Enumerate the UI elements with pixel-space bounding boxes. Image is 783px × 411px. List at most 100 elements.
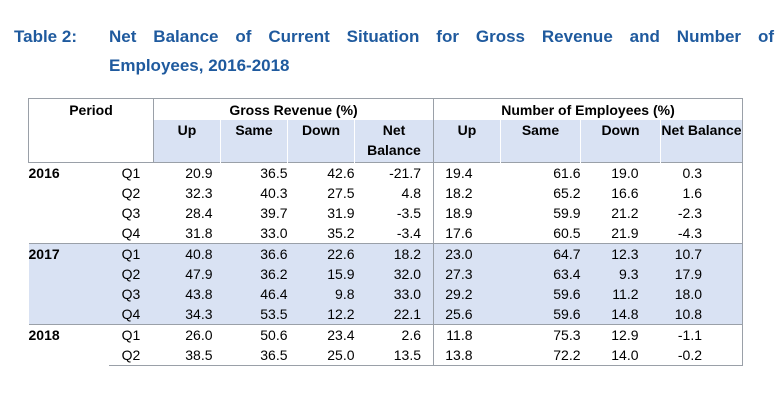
value-cell: -3.5 (354, 203, 434, 223)
col-header-same: Same (500, 120, 581, 163)
value-cell: 29.2 (433, 284, 501, 304)
quarter-cell: Q4 (121, 225, 141, 241)
value-cell: 36.5 (220, 162, 288, 183)
header-row-groups: Period Gross Revenue (%) Number of Emplo… (28, 98, 743, 163)
value-cell: 40.8 (153, 243, 221, 264)
value-cell: 21.9 (611, 225, 639, 241)
value-cell: 2.6 (354, 324, 434, 345)
value-cell: 23.0 (433, 243, 501, 264)
value-cell: -0.2 (660, 345, 743, 366)
col-header-up: Up (153, 120, 221, 163)
value-cell: 46.4 (220, 284, 288, 304)
value-cell: 14.8 (580, 304, 661, 325)
value-cell: 47.9 (153, 264, 221, 284)
table-row: Q4 31.8 33.0 35.2 -3.4 17.6 60.5 21.9 -4.3 (29, 223, 743, 244)
value-cell: 59.9 (553, 205, 581, 221)
value-cell: 1.6 (660, 183, 743, 203)
value-cell: 31.9 (327, 205, 355, 221)
value-cell: 42.6 (287, 162, 355, 183)
value-cell: 25.0 (287, 345, 355, 366)
col-header-same: Same (220, 120, 288, 163)
value-cell: 10.8 (660, 304, 743, 325)
value-cell: 38.5 (153, 345, 221, 366)
year-block-2017: 2017 Q1 40.8 36.6 22.6 18.2 23.0 64.7 12.3 10.7 Q2… (28, 243, 743, 325)
year-cell: 2016 (28, 162, 109, 244)
table-row: Q2 47.9 36.2 15.9 32.0 27.3 63.4 9.3 17.9 (29, 264, 743, 284)
table-row: 2018 Q1 26.0 50.6 23.4 2.6 11.8 75.3 12.9 -1.1 (28, 324, 743, 366)
table-row: Q3 43.8 46.4 9.8 33.0 29.2 59.6 11.2 18.0 (29, 284, 743, 304)
quarter-cell: Q1 (108, 243, 154, 264)
value-cell: 14.0 (580, 345, 661, 366)
col-header-down: Down (580, 120, 661, 163)
table-row: Q4 34.3 53.5 12.2 22.1 25.6 59.6 14.8 10.8 (29, 304, 743, 325)
table-row: Q3 28.4 39.7 31.9 -3.5 18.9 59.9 21.2 -2.3 (29, 203, 743, 223)
value-cell: 22.6 (287, 243, 355, 264)
year-block-2018: 2018 Q1 26.0 50.6 23.4 2.6 11.8 75.3 12.9 -1.1 Q2 3… (28, 324, 743, 366)
value-cell: 11.2 (580, 284, 661, 304)
value-cell: 22.1 (354, 304, 434, 325)
value-cell: 59.6 (500, 304, 581, 325)
value-cell: 39.7 (260, 205, 288, 221)
table-row: Q2 32.3 40.3 27.5 4.8 18.2 65.2 16.6 1.6 (29, 183, 743, 203)
value-cell: 12.9 (580, 324, 661, 345)
value-cell: 26.0 (153, 324, 221, 345)
value-cell: 4.8 (354, 183, 434, 203)
value-cell: 33.0 (354, 284, 434, 304)
value-cell: 18.2 (354, 243, 434, 264)
col-header-net-balance: Net Balance (660, 120, 743, 163)
value-cell: 63.4 (500, 264, 581, 284)
value-cell: 19.4 (433, 162, 501, 183)
year-cell: 2018 (28, 324, 109, 366)
col-header-net-balance: Net Balance (354, 120, 434, 163)
quarter-cell: Q3 (121, 205, 141, 221)
value-cell: -4.3 (660, 223, 743, 244)
value-cell: 9.3 (580, 264, 661, 284)
data-table: Period Gross Revenue (%) Number of Emplo… (28, 98, 743, 366)
year-block-2016: 2016 Q1 20.9 36.5 42.6 -21.7 19.4 61.6 19.0 0.3 Q2… (28, 162, 743, 244)
col-header-up: Up (433, 120, 501, 163)
value-cell: 72.2 (500, 345, 581, 366)
quarter-cell: Q3 (108, 284, 154, 304)
value-cell: 12.2 (287, 304, 355, 325)
value-cell: -2.3 (660, 203, 743, 223)
table-row: Q2 38.5 36.5 25.0 13.5 13.8 72.2 14.0 -0.2 (29, 345, 743, 366)
value-cell: 21.2 (611, 205, 639, 221)
value-cell: 18.2 (445, 185, 473, 201)
value-cell: 27.5 (327, 185, 355, 201)
value-cell: 23.4 (287, 324, 355, 345)
table-row: 2017 Q1 40.8 36.6 22.6 18.2 23.0 64.7 12.3 10.7 (28, 243, 743, 325)
gross-revenue-header: Gross Revenue (%) (153, 98, 434, 120)
quarter-cell: Q2 (108, 345, 154, 366)
value-cell: 34.3 (153, 304, 221, 325)
value-cell: 15.9 (287, 264, 355, 284)
value-cell: 0.3 (660, 162, 743, 183)
value-cell: 27.3 (433, 264, 501, 284)
quarter-cell: Q2 (108, 264, 154, 284)
caption-line-2: Employees, 2016-2018 (109, 56, 290, 75)
value-cell: 9.8 (287, 284, 355, 304)
value-cell: 35.2 (327, 225, 355, 241)
value-cell: 32.0 (354, 264, 434, 284)
value-cell: 19.0 (580, 162, 661, 183)
value-cell: 53.5 (220, 304, 288, 325)
value-cell: 50.6 (220, 324, 288, 345)
value-cell: 31.8 (185, 225, 213, 241)
value-cell: 33.0 (260, 225, 288, 241)
value-cell: -3.4 (354, 223, 434, 244)
value-cell: 43.8 (153, 284, 221, 304)
value-cell: 61.6 (500, 162, 581, 183)
col-header-down: Down (287, 120, 355, 163)
quarter-cell: Q2 (121, 185, 141, 201)
value-cell: 18.0 (660, 284, 743, 304)
value-cell: -1.1 (660, 324, 743, 345)
value-cell: 17.6 (445, 225, 473, 241)
quarter-cell: Q1 (108, 162, 154, 183)
value-cell: 59.6 (500, 284, 581, 304)
quarter-cell: Q1 (108, 324, 154, 345)
value-cell: 17.9 (660, 264, 743, 284)
value-cell: 60.5 (553, 225, 581, 241)
value-cell: 16.6 (611, 185, 639, 201)
value-cell: 36.2 (220, 264, 288, 284)
value-cell: 25.6 (433, 304, 501, 325)
employees-header: Number of Employees (%) (433, 98, 743, 120)
